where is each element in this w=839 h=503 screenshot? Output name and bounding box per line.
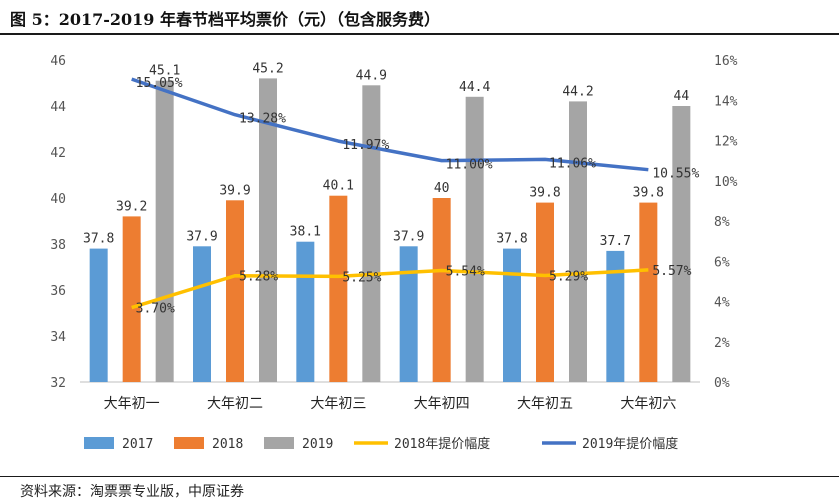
- x-category-label: 大年初三: [310, 395, 366, 412]
- bar-value-label: 37.9: [186, 229, 217, 244]
- legend-swatch-2017: [84, 437, 114, 449]
- line-value-label: 5.29%: [549, 270, 588, 285]
- bar-value-label: 40.1: [323, 179, 354, 194]
- bar-2017-4: [399, 246, 418, 382]
- bar-value-label: 44.2: [562, 84, 593, 99]
- legend-label: 2019年提价幅度: [582, 436, 678, 452]
- title-divider: [0, 33, 839, 35]
- bar-value-label: 37.8: [496, 232, 527, 247]
- x-category-label: 大年初六: [620, 395, 676, 412]
- line-value-label: 3.70%: [136, 302, 175, 317]
- x-category-label: 大年初二: [207, 395, 263, 412]
- x-category-label: 大年初一: [104, 395, 160, 412]
- legend-label: 2019: [302, 437, 333, 452]
- bar-2018-1: [122, 216, 141, 382]
- line-value-label: 5.28%: [239, 270, 278, 285]
- y-right-tick-label: 6%: [714, 255, 730, 270]
- bar-value-label: 44.4: [459, 80, 490, 95]
- chart-title: 图 5：2017-2019 年春节档平均票价（元）（包含服务费）: [10, 10, 440, 29]
- y-left-tick-label: 34: [50, 330, 66, 345]
- y-left-tick-label: 46: [50, 54, 66, 69]
- chart: 32 34 36 38 40 42 44 46 0% 2% 4% 6% 8% 10% 12% 14% 16% 大年…: [50, 54, 738, 452]
- bar-value-label: 44.9: [356, 68, 387, 83]
- bar-value-label: 44: [674, 89, 690, 104]
- y-left-tick-label: 32: [50, 376, 66, 391]
- line-value-label: 11.06%: [549, 156, 596, 171]
- bar-value-label: 45.2: [252, 61, 283, 76]
- source-note: 资料来源：淘票票专业版，中原证券: [20, 484, 244, 500]
- title-bar: 图 5：2017-2019 年春节档平均票价（元）（包含服务费）: [0, 0, 839, 35]
- bar-value-label: 37.8: [83, 232, 114, 247]
- bar-value-label: 39.9: [219, 183, 250, 198]
- bar-value-label: 40: [434, 181, 450, 196]
- x-category-label: 大年初五: [517, 395, 573, 412]
- line-value-label: 11.00%: [446, 158, 493, 173]
- y-left-tick-label: 38: [50, 238, 66, 253]
- line-value-label: 10.55%: [652, 167, 699, 182]
- bar-value-label: 39.8: [633, 186, 664, 201]
- y-right-tick-label: 14%: [714, 94, 738, 109]
- bar-2017-6: [606, 250, 625, 382]
- bar-2018-3: [329, 195, 348, 382]
- bar-value-label: 39.2: [116, 199, 147, 214]
- line-value-label: 11.97%: [342, 138, 389, 153]
- y-left-tick-label: 42: [50, 146, 66, 161]
- legend-label: 2018: [212, 437, 243, 452]
- line-value-label: 5.57%: [652, 264, 691, 279]
- legend-label: 2018年提价幅度: [394, 436, 490, 452]
- line-2018年提价幅度: [131, 268, 649, 310]
- y-right-tick-label: 8%: [714, 215, 730, 230]
- y-right-tick-label: 10%: [714, 175, 738, 190]
- bar-2018-2: [226, 200, 244, 382]
- y-right-tick-label: 4%: [714, 296, 730, 311]
- bar-2019-3: [362, 85, 381, 383]
- bar-2017-3: [296, 241, 315, 382]
- bar-2019-6: [672, 106, 691, 382]
- bar-2018-4: [432, 198, 451, 382]
- bar-value-label: 39.8: [529, 186, 560, 201]
- y-right-tick-label: 0%: [714, 376, 730, 391]
- y-right-tick-label: 16%: [714, 54, 738, 69]
- bar-2019-4: [465, 96, 484, 383]
- bar-2017-2: [193, 246, 211, 382]
- line-value-label: 15.05%: [136, 76, 183, 91]
- bar-value-label: 37.7: [600, 234, 631, 249]
- line-2019年提价幅度: [131, 77, 649, 172]
- legend-swatch-2019: [264, 437, 294, 449]
- source-divider: [0, 476, 839, 477]
- y-right-tick-label: 2%: [714, 336, 730, 351]
- bar-2019-2: [259, 78, 277, 383]
- line-value-label: 5.25%: [342, 270, 381, 285]
- bar-value-label: 37.9: [393, 229, 424, 244]
- bar-2018-6: [639, 202, 658, 382]
- bar-value-label: 45.1: [149, 64, 180, 79]
- bar-2018-5: [536, 202, 554, 382]
- bar-2019-1: [155, 80, 174, 382]
- y-right-tick-label: 12%: [714, 135, 738, 150]
- y-left-tick-label: 36: [50, 284, 66, 299]
- legend-swatch-2018: [174, 437, 204, 449]
- y-left-tick-label: 40: [50, 192, 66, 207]
- line-value-label: 13.28%: [239, 112, 286, 127]
- bar-2019-5: [569, 101, 587, 383]
- bar-2017-5: [503, 248, 521, 382]
- line-value-label: 5.54%: [446, 265, 485, 280]
- bar-2017-1: [89, 248, 108, 382]
- bar-value-label: 38.1: [290, 225, 321, 240]
- x-category-label: 大年初四: [414, 395, 470, 412]
- y-left-tick-label: 44: [50, 100, 66, 115]
- legend-label: 2017: [122, 437, 153, 452]
